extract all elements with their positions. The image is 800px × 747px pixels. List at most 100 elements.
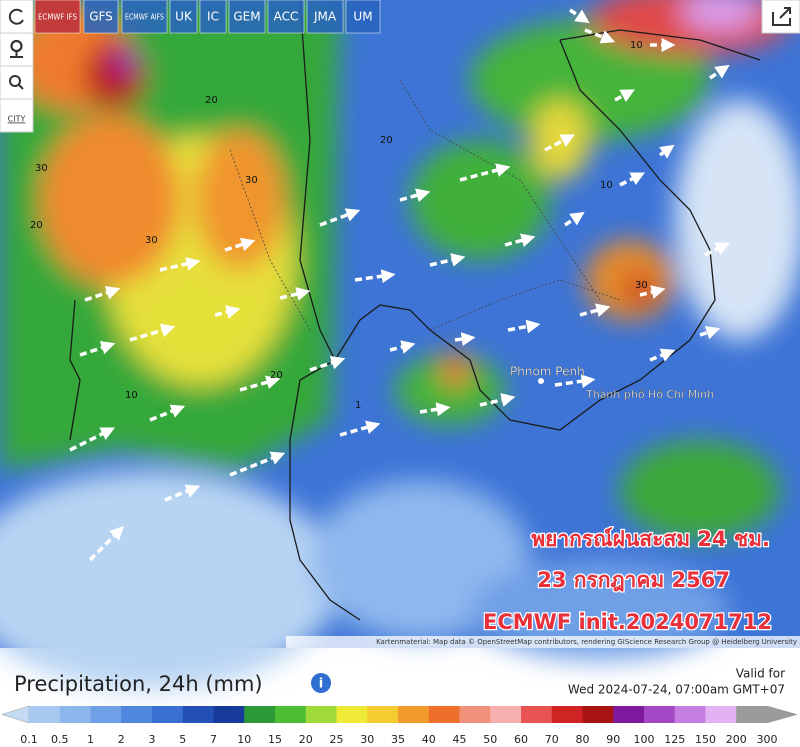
- contour-label: 10: [125, 390, 138, 401]
- info-button[interactable]: [311, 673, 331, 693]
- colorbar-cell: [152, 706, 184, 723]
- model-button[interactable]: [306, 0, 344, 34]
- colorbar-cell: [490, 706, 522, 723]
- colorbar-tick-label: 150: [695, 733, 716, 746]
- colorbar-tick-label: 35: [391, 733, 405, 746]
- info-icon: i: [319, 677, 323, 692]
- wind-arrows: [69, 8, 731, 562]
- model-button[interactable]: [121, 0, 168, 34]
- model-button[interactable]: [228, 0, 266, 34]
- contour-label: 30: [145, 235, 158, 246]
- contour-label: 30: [635, 280, 648, 291]
- colorbar-cell: [275, 706, 307, 723]
- contour-label: 10: [630, 40, 643, 51]
- colorbar-tick-label: 70: [545, 733, 559, 746]
- colorbar-tick-label: 200: [726, 733, 747, 746]
- colorbar-cell: [29, 706, 61, 723]
- borders: [229, 79, 621, 331]
- map[interactable]: 30 20 30 20 30 20 10 10 30 20 1 10 Phnom Penh Thành…: [0, 0, 800, 690]
- model-button[interactable]: [267, 0, 305, 34]
- wind-arrow: [639, 285, 666, 299]
- wind-arrow: [619, 172, 646, 187]
- city-label: Phnom Penh: [510, 365, 585, 379]
- wind-arrow: [339, 420, 381, 437]
- precip-field: [0, 0, 800, 690]
- overlay-line: 23 กรกฎาคม 2567: [537, 568, 730, 592]
- city-button-label: CITY: [8, 115, 26, 124]
- colorbar-cell: [428, 706, 460, 723]
- colorbar-cell: [213, 706, 245, 723]
- wind-arrow: [579, 303, 611, 318]
- colorbar-tick-label: 30: [360, 733, 374, 746]
- colorbar-tick-label: 2: [118, 733, 125, 746]
- contour-label: 1: [355, 400, 361, 411]
- colorbar-tick-label: 125: [664, 733, 685, 746]
- wind-arrow: [399, 188, 431, 203]
- refresh-icon: [8, 8, 24, 25]
- overlay-text: พยากรณ์ฝนสะสม 24 ชม. 23 กรกฎาคม 2567 ECM…: [482, 526, 773, 636]
- colorbar-tick-label: 40: [422, 733, 436, 746]
- zoom-button[interactable]: [0, 65, 34, 100]
- colorbar-cell: [367, 706, 399, 723]
- model-button[interactable]: [199, 0, 227, 34]
- tool-bar: CITY: [0, 0, 34, 133]
- colorbar: 0.1 0.5 1 2 3 5 7 10 15 20 25 30 35 40 45 50 60 70 80 90 100…: [1, 705, 798, 746]
- model-button[interactable]: [169, 0, 198, 34]
- location-button[interactable]: [0, 32, 34, 67]
- contour-label: 30: [35, 163, 48, 174]
- colorbar-under: [1, 705, 30, 724]
- model-button[interactable]: [83, 0, 119, 34]
- colorbar-tick-label: 80: [576, 733, 590, 746]
- wind-arrow: [709, 64, 730, 80]
- wind-arrow: [239, 375, 281, 392]
- contour-label: 20: [380, 135, 393, 146]
- colorbar-cell: [59, 706, 91, 723]
- colorbar-tick-label: 5: [179, 733, 186, 746]
- colorbar-cell: [582, 706, 614, 723]
- colorbar-tick-label: 90: [606, 733, 620, 746]
- colorbar-tick-label: 45: [453, 733, 467, 746]
- model-button[interactable]: [345, 0, 381, 34]
- colorbar-cell: [459, 706, 491, 723]
- model-label: GEM: [233, 10, 260, 24]
- colorbar-tick-label: 3: [149, 733, 156, 746]
- colorbar-tick-label: 7: [210, 733, 217, 746]
- wind-arrow: [79, 341, 116, 357]
- city-button[interactable]: [0, 98, 34, 133]
- wind-arrow: [149, 404, 186, 422]
- wind-arrow: [649, 348, 676, 362]
- attribution-bg: [286, 636, 800, 648]
- colorbar-tick-label: 50: [483, 733, 497, 746]
- colorbar-cell: [90, 706, 122, 723]
- share-icon: [772, 7, 791, 26]
- valid-time: Wed 2024-07-24, 07:00am GMT+07: [568, 683, 785, 697]
- model-label: ECMWF IFS: [38, 13, 77, 22]
- coastlines: [69, 0, 761, 621]
- wind-arrow: [614, 89, 635, 103]
- contour-label: 30: [245, 175, 258, 186]
- zoom-icon: [18, 84, 24, 90]
- city-label: Thành phố Hồ Chí Minh: [585, 388, 714, 401]
- colorbar-tick-label: 20: [299, 733, 313, 746]
- colorbar-tick-label: 0.1: [20, 733, 38, 746]
- model-button[interactable]: [34, 0, 81, 34]
- model-bar: ECMWF IFS GFS ECMWF AIFS UK IC GEM ACC JMA UM: [34, 0, 381, 34]
- wind-arrow: [309, 356, 346, 372]
- legend: Precipitation, 24h (mm) i Valid for Wed …: [1, 667, 798, 746]
- wind-arrow: [419, 402, 451, 417]
- colorbar-cell: [736, 706, 768, 723]
- wind-arrow: [584, 28, 616, 44]
- contour-label: 20: [205, 95, 218, 106]
- refresh-button[interactable]: [0, 0, 34, 34]
- city-dot: [538, 378, 544, 384]
- overlay-line: ECMWF init.2024071712: [483, 610, 772, 634]
- wind-arrow: [224, 237, 256, 252]
- colorbar-cell: [613, 706, 645, 723]
- wind-arrow: [214, 305, 241, 319]
- wind-arrow: [569, 8, 590, 24]
- model-label: ACC: [274, 10, 299, 24]
- wind-arrow: [544, 134, 575, 152]
- wind-arrow: [504, 233, 536, 248]
